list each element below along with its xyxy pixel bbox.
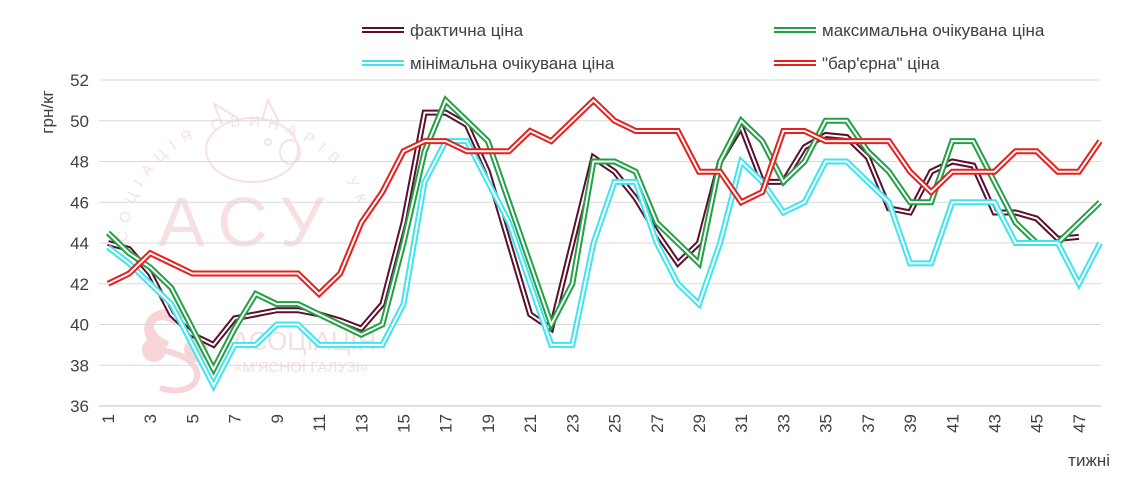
y-tick-label: 52 [70, 71, 89, 90]
x-tick-label: 11 [310, 414, 329, 432]
x-tick-label: 13 [352, 414, 371, 433]
x-tick-label: 31 [732, 414, 751, 433]
legend-label: максимальна очікувана ціна [822, 21, 1045, 40]
y-tick-label: 44 [70, 234, 89, 253]
x-tick-label: 33 [774, 414, 793, 433]
y-tick-label: 36 [70, 397, 89, 416]
series-line-1 [107, 109, 1080, 349]
x-tick-label: 35 [817, 414, 836, 433]
series-line-inner [107, 111, 1079, 347]
x-tick-label: 27 [648, 414, 667, 433]
x-tick-label: 19 [479, 414, 498, 433]
x-tick-label: 5 [183, 414, 202, 423]
series-group [105, 95, 1103, 393]
legend: фактична ціна максимальна очікувана ціна м… [362, 21, 1045, 73]
amg-watermark-subtext: «М'ЯСНОЇ ГАЛУЗІ» [234, 359, 368, 376]
x-tick-label: 39 [901, 414, 920, 433]
x-tick-label: 25 [606, 414, 625, 433]
gridlines [99, 79, 1101, 366]
x-tick-label: 1 [99, 414, 118, 423]
y-tick-label: 46 [70, 193, 89, 212]
legend-label: мінімальна очікувана ціна [410, 54, 615, 73]
y-tick-label: 38 [70, 356, 89, 375]
x-tick-label: 7 [226, 414, 245, 423]
x-axis-title: тижні [1068, 451, 1110, 470]
legend-item: фактична ціна [362, 21, 524, 40]
x-axis-ticks: 1 3 5 7 9 11 13 15 17 19 21 23 25 27 29 31 33 35 37 39 41 43 4… [99, 414, 1089, 433]
y-tick-label: 48 [70, 153, 89, 172]
y-tick-label: 50 [70, 112, 89, 131]
y-tick-label: 40 [70, 316, 89, 335]
x-tick-label: 37 [859, 414, 878, 433]
series-line-3 [106, 138, 1103, 393]
amg-logo-dot-left [142, 338, 166, 362]
x-tick-label: 15 [394, 414, 413, 433]
series-line-inner [107, 98, 1101, 296]
series-line-4 [106, 96, 1103, 299]
x-tick-label: 21 [521, 414, 540, 433]
series-line-inner [107, 140, 1101, 388]
y-axis-ticks: 36 38 40 42 44 46 48 50 52 [70, 71, 89, 416]
x-tick-label: 43 [985, 414, 1004, 433]
x-tick-label: 45 [1028, 414, 1047, 433]
x-tick-label: 41 [943, 414, 962, 433]
legend-item: "бар'єрна" ціна [774, 54, 940, 73]
x-tick-label: 47 [1070, 414, 1089, 433]
y-tick-label: 42 [70, 275, 89, 294]
x-tick-label: 17 [437, 414, 456, 433]
x-tick-label: 3 [141, 414, 160, 423]
pig-icon [205, 97, 301, 183]
legend-item: максимальна очікувана ціна [774, 21, 1045, 40]
legend-item: мінімальна очікувана ціна [362, 54, 615, 73]
legend-label: фактична ціна [410, 21, 524, 40]
y-axis-title: грн/кг [38, 90, 57, 133]
legend-label: "бар'єрна" ціна [822, 54, 940, 73]
asu-watermark-letters: АСУ [158, 183, 338, 261]
x-tick-label: 29 [690, 414, 709, 433]
x-tick-label: 23 [563, 414, 582, 433]
amg-watermark-logo: АСОЦІАЦІЯ «М'ЯСНОЇ ГАЛУЗІ» [142, 309, 376, 394]
x-tick-label: 9 [268, 414, 287, 423]
